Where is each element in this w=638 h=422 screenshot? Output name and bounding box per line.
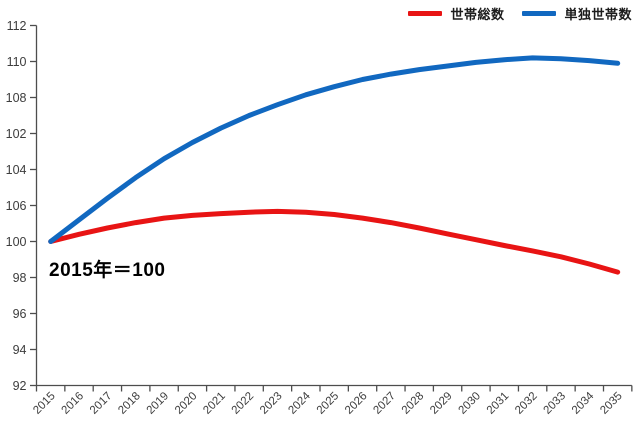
legend: 世帯総数 単独世帯数 bbox=[408, 4, 632, 23]
legend-swatch-blue bbox=[522, 11, 557, 16]
legend-swatch-red bbox=[408, 11, 443, 16]
y-tick-label: 106 bbox=[6, 199, 27, 213]
y-tick-label: 100 bbox=[6, 235, 27, 249]
x-tick-label: 2017 bbox=[88, 390, 115, 417]
x-tick-label: 2033 bbox=[542, 390, 569, 417]
legend-label-total-households: 世帯総数 bbox=[450, 7, 505, 22]
x-tick-label: 2027 bbox=[371, 390, 398, 417]
x-tick-label: 2024 bbox=[286, 390, 313, 417]
y-tick-label: 98 bbox=[13, 271, 27, 285]
x-tick-label: 2030 bbox=[456, 390, 483, 417]
y-tick-label: 96 bbox=[13, 307, 27, 321]
x-tick-label: 2032 bbox=[513, 390, 540, 417]
x-tick-label: 2025 bbox=[315, 390, 342, 417]
y-tick-label: 94 bbox=[13, 343, 27, 357]
x-tick-label: 2020 bbox=[173, 390, 200, 417]
x-tick-label: 2028 bbox=[400, 390, 427, 417]
x-tick-label: 2035 bbox=[598, 390, 625, 417]
x-tick-label: 2019 bbox=[145, 390, 172, 417]
y-tick-label: 104 bbox=[6, 163, 27, 177]
series-line-total-households bbox=[48, 208, 621, 275]
x-tick-label: 2029 bbox=[428, 390, 455, 417]
x-tick-label: 2015 bbox=[31, 390, 58, 417]
y-tick-label: 112 bbox=[7, 19, 27, 33]
series-line-single-households bbox=[48, 55, 621, 244]
legend-label-single-households: 単独世帯数 bbox=[564, 7, 632, 22]
x-tick-label: 2018 bbox=[116, 390, 143, 417]
legend-item-total-households: 世帯総数 bbox=[408, 4, 504, 23]
y-tick-label: 110 bbox=[7, 55, 27, 69]
y-tick-label: 92 bbox=[13, 379, 27, 393]
y-tick-label: 102 bbox=[6, 127, 27, 141]
x-tick-label: 2021 bbox=[201, 390, 228, 417]
y-tick-label: 108 bbox=[6, 91, 27, 105]
base-year-annotation: 2015年＝100 bbox=[49, 260, 166, 281]
x-tick-label: 2023 bbox=[258, 390, 285, 417]
x-tick-label: 2026 bbox=[343, 390, 370, 417]
x-tick-label: 2031 bbox=[485, 390, 512, 417]
x-tick-label: 2022 bbox=[230, 390, 257, 417]
x-tick-label: 2016 bbox=[60, 390, 87, 417]
legend-item-single-households: 単独世帯数 bbox=[522, 4, 632, 23]
x-tick-label: 2034 bbox=[570, 390, 597, 417]
